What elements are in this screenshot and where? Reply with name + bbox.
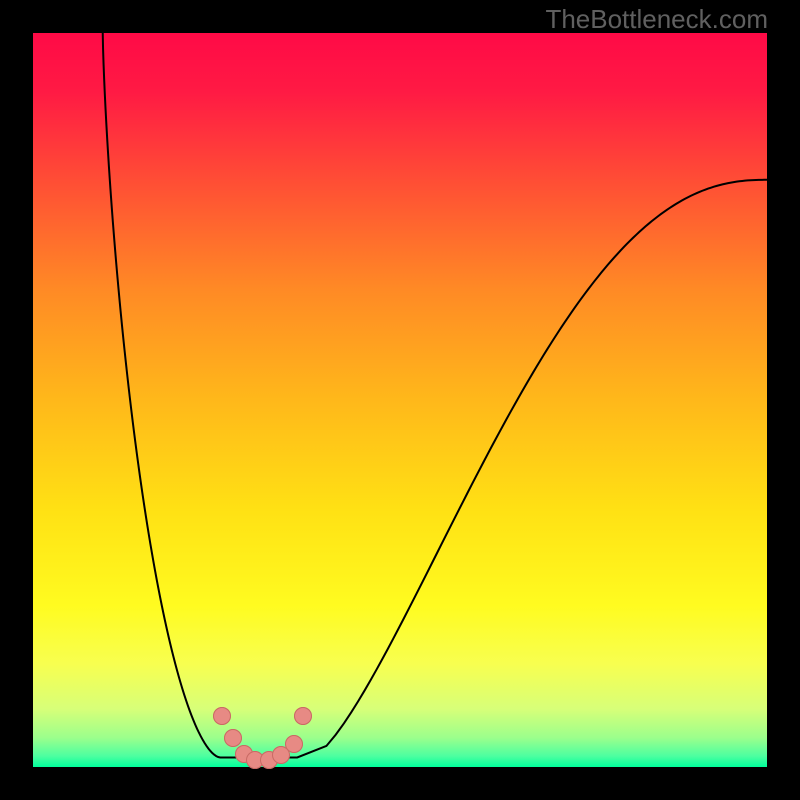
marker-point — [224, 729, 242, 747]
curve-svg — [33, 33, 767, 767]
watermark-text: TheBottleneck.com — [545, 4, 768, 35]
marker-point — [213, 707, 231, 725]
bottleneck-curve — [103, 33, 767, 757]
marker-point — [294, 707, 312, 725]
marker-point — [285, 735, 303, 753]
plot-area — [33, 33, 767, 767]
